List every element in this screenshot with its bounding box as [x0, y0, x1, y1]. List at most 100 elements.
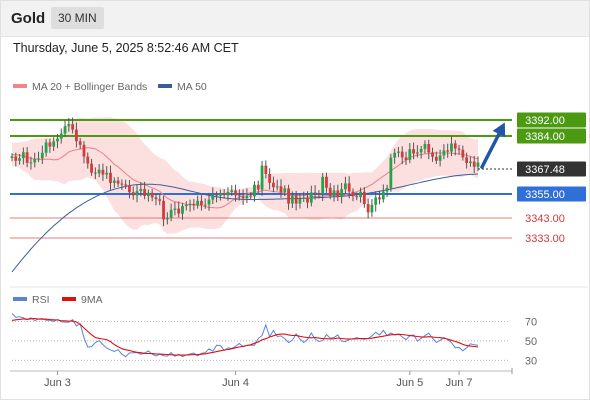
rsi-tick-label: 50	[525, 336, 537, 348]
candle	[431, 152, 434, 157]
candle	[366, 204, 370, 213]
x-axis-label: Jun 4	[222, 377, 249, 389]
candle	[340, 189, 344, 198]
candle	[207, 199, 211, 205]
candle	[412, 149, 415, 154]
candle	[10, 156, 14, 158]
candle	[71, 124, 75, 130]
candle	[260, 165, 264, 190]
candle	[355, 196, 359, 198]
ma50-line	[11, 173, 479, 273]
candle	[397, 151, 400, 153]
candle	[370, 204, 374, 213]
header-bar: Gold 30 MIN	[0, 0, 590, 37]
candle	[146, 192, 150, 196]
candle	[105, 172, 109, 175]
candle	[321, 176, 325, 195]
candle	[434, 156, 438, 161]
candle	[181, 206, 184, 214]
legend-swatch-rsi	[13, 297, 27, 301]
candle	[237, 195, 241, 197]
candle	[253, 184, 256, 197]
legend-label: RSI	[32, 294, 50, 306]
candle	[169, 209, 173, 218]
candle	[109, 172, 112, 183]
candle	[44, 142, 48, 153]
level-label-3333: 3333.00	[525, 233, 565, 245]
legend-swatch-ma20	[13, 84, 27, 88]
candle	[29, 162, 33, 164]
candle	[143, 189, 147, 196]
candle	[423, 144, 427, 149]
candle	[256, 184, 260, 190]
candle	[40, 152, 44, 159]
candle	[218, 193, 222, 196]
candle	[124, 184, 128, 186]
candle	[419, 149, 423, 153]
candle	[325, 176, 328, 188]
candle	[465, 157, 469, 163]
candle	[317, 193, 321, 195]
candle	[374, 197, 378, 205]
candle	[453, 143, 457, 149]
candle	[215, 194, 218, 196]
candle	[294, 195, 298, 204]
rsi-tick-label: 70	[525, 317, 537, 329]
level-label-3392: 3392.00	[525, 115, 565, 127]
candle	[393, 152, 397, 158]
candle	[177, 208, 181, 214]
legend-swatch-rsi-ma	[62, 297, 76, 301]
candle	[162, 200, 165, 220]
timestamp-label: Thursday, June 5, 2025 8:52:46 AM CET	[13, 41, 239, 55]
candle	[234, 190, 237, 196]
candle	[408, 149, 412, 160]
level-badge	[517, 186, 586, 202]
candle	[249, 195, 253, 197]
candle	[283, 188, 287, 193]
candle	[427, 144, 431, 153]
candle	[135, 191, 139, 196]
candle	[173, 208, 177, 210]
x-axis-label: Jun 5	[396, 377, 423, 389]
candle	[101, 169, 105, 175]
forecast-arrow-head	[492, 122, 506, 138]
candle	[309, 192, 313, 203]
candle	[415, 152, 419, 154]
candle	[389, 157, 393, 188]
candle	[188, 203, 192, 205]
legend-swatch-ma50	[158, 84, 172, 88]
candle	[154, 197, 158, 200]
candle	[381, 191, 385, 200]
candle	[343, 183, 347, 190]
candle	[241, 196, 245, 199]
candle	[63, 126, 67, 134]
candle	[82, 144, 86, 157]
candle	[93, 172, 97, 174]
legend-label: 9MA	[81, 294, 103, 306]
candle	[290, 195, 294, 204]
candle	[203, 204, 207, 206]
rsi-tick-label: 30	[525, 355, 537, 367]
level-label-3384: 3384.00	[525, 131, 565, 143]
level-badge	[517, 112, 586, 128]
candle	[264, 165, 268, 174]
candle	[347, 183, 351, 192]
candle	[275, 186, 279, 188]
candle	[120, 183, 124, 185]
forecast-arrow-shaft	[480, 130, 502, 169]
symbol-title: Gold	[11, 10, 46, 27]
candle	[112, 180, 116, 183]
ma20-line	[11, 147, 479, 209]
candle	[18, 158, 21, 161]
candle	[184, 205, 188, 206]
candle	[328, 187, 332, 196]
candle	[400, 151, 404, 158]
x-axis-label: Jun 7	[446, 377, 473, 389]
candle	[313, 192, 317, 194]
candle	[128, 185, 131, 193]
candle	[226, 192, 230, 196]
candle	[86, 156, 90, 164]
candle	[90, 163, 93, 173]
candle	[97, 169, 101, 174]
timeframe-badge[interactable]: 30 MIN	[51, 7, 104, 29]
